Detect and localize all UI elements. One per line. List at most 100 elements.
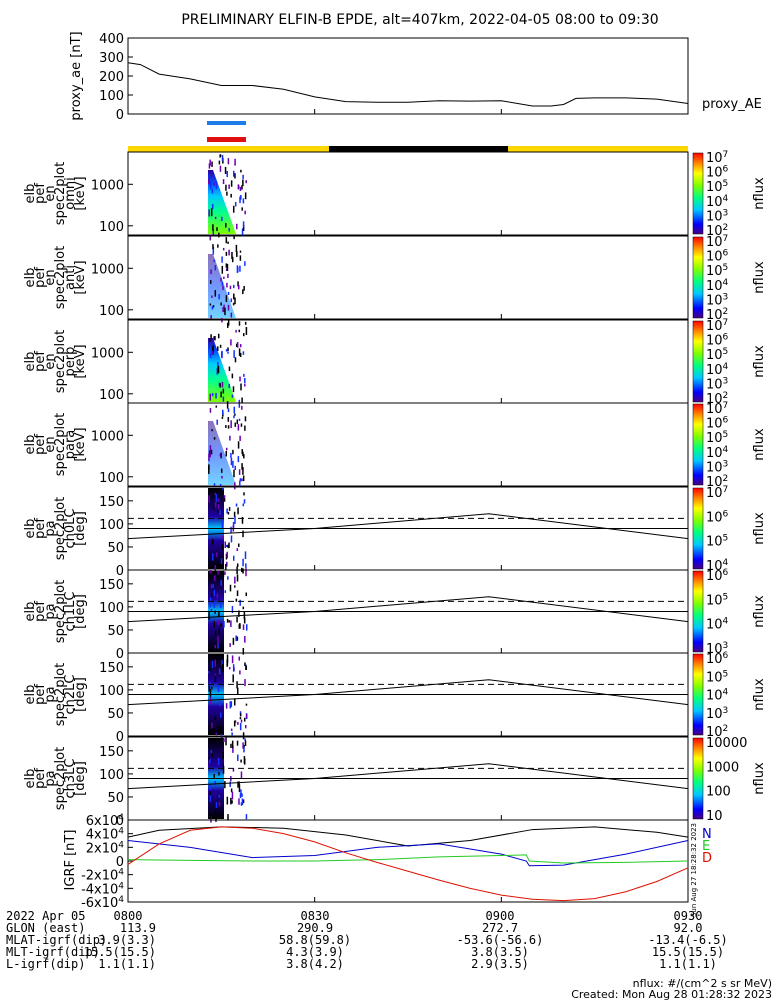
science-zone-bar-red <box>207 137 246 142</box>
y-axis-label-line: ch1LC <box>63 592 78 632</box>
flux-pixel <box>208 685 211 692</box>
flux-pixel <box>226 660 229 665</box>
flux-pixel <box>241 463 243 470</box>
y-tick-label: -6x104 <box>81 895 124 911</box>
flux-pixel <box>222 765 225 774</box>
flux-pixel <box>240 719 243 723</box>
flux-pixel <box>242 742 244 749</box>
colorbar <box>692 152 704 235</box>
y-axis-label: IGRF [nT] <box>63 830 78 891</box>
y-tick-label: 150 <box>99 745 124 760</box>
flux-pixel <box>210 315 212 319</box>
y-axis-label-line: spec2plot <box>53 413 68 476</box>
flux-pixel <box>217 619 220 626</box>
flux-pixel <box>245 713 248 719</box>
y-tick-label: 50 <box>107 541 124 556</box>
flux-pixel <box>227 291 230 295</box>
flux-pixel <box>231 256 234 263</box>
flux-pixel <box>231 791 234 800</box>
y-axis-label-line: pa <box>43 603 58 619</box>
flux-pixel <box>217 365 220 374</box>
flux-pixel <box>215 552 218 558</box>
flux-pixel <box>216 227 218 232</box>
flux-pixel <box>232 674 234 683</box>
y-axis-label-line: [keV] <box>73 344 88 378</box>
colorbar-tick-label: 106 <box>706 568 729 584</box>
flux-pixel <box>239 478 242 482</box>
y-tick-label: 100 <box>99 388 124 403</box>
row-value: 1.1(1.1) <box>659 957 717 971</box>
y-tick-label: 6x104 <box>86 813 125 829</box>
colorbar-label: nflux <box>752 512 767 545</box>
flux-pixel <box>239 352 242 358</box>
y-axis-label-line: para <box>63 430 78 460</box>
flux-pixel <box>234 173 236 179</box>
y-axis-label-line: pef <box>33 684 48 705</box>
flux-pixel <box>242 289 244 295</box>
flux-pixel <box>210 816 212 823</box>
flux-pixel <box>239 713 242 717</box>
flux-pixel <box>224 571 226 575</box>
flux-pixel <box>245 180 247 184</box>
spectrogram-panel-en_omni: 1001000elbpefenspec2plotomni[keV]1021031… <box>23 150 767 241</box>
flux-pixel <box>232 205 235 213</box>
y-tick-label: -4x104 <box>81 881 124 897</box>
flux-pixel <box>232 170 235 177</box>
loss-cone-line <box>127 679 689 706</box>
flux-pixel <box>236 223 238 230</box>
y-tick-label: 50 <box>107 707 124 722</box>
y-axis-label-line: en <box>43 436 58 452</box>
flux-pixel <box>226 282 228 288</box>
flux-pixel <box>214 810 217 816</box>
flux-pixel <box>230 535 233 543</box>
flux-pixel <box>223 304 225 312</box>
flux-pixel <box>217 504 220 510</box>
flux-pixel <box>234 158 236 166</box>
flux-pixel <box>210 583 213 589</box>
y-axis-label-line: [keV] <box>73 427 88 461</box>
flux-pixel <box>230 180 233 187</box>
flux-pixel <box>244 416 247 422</box>
flux-pixel <box>240 383 242 391</box>
flux-pixel <box>238 623 241 628</box>
y-tick-label: 1000 <box>91 429 124 444</box>
flux-pixel <box>213 575 216 582</box>
flux-pixel <box>217 361 219 370</box>
y-axis-label-line: elb <box>23 769 38 789</box>
y-tick-label: 0 <box>116 108 124 123</box>
flux-pixel <box>209 408 212 413</box>
flux-pixel <box>239 265 241 272</box>
flux-pixel <box>208 756 211 760</box>
flux-pixel <box>227 273 229 279</box>
flux-pixel <box>245 665 247 670</box>
flux-pixel <box>240 771 243 779</box>
flux-pixel <box>216 727 219 734</box>
flux-pixel <box>239 255 242 261</box>
flux-pixel <box>243 492 245 496</box>
flux-pixel <box>209 445 212 453</box>
flux-pixel <box>215 181 218 190</box>
flux-pixel <box>228 366 231 372</box>
flux-pixel <box>216 419 218 425</box>
flux-pixel <box>236 590 239 597</box>
flux-pixel <box>241 793 243 798</box>
sunlit-bar <box>128 146 329 152</box>
flux-pixel <box>232 386 235 393</box>
flux-pixel <box>213 483 216 486</box>
flux-pixel <box>208 453 210 462</box>
flux-pixel <box>209 353 212 358</box>
y-tick-label: 0 <box>116 814 124 829</box>
flux-pixel <box>234 576 236 584</box>
flux-pixel <box>240 169 242 173</box>
panel-frame <box>127 235 689 320</box>
flux-pixel <box>237 456 240 463</box>
flux-pixel <box>227 158 230 165</box>
flux-pixel <box>234 482 236 490</box>
flux-pixel <box>214 610 216 614</box>
flux-pixel <box>211 161 213 167</box>
flux-pixel <box>213 773 215 779</box>
flux-pixel <box>225 349 228 352</box>
colorbar-tick-label: 103 <box>706 208 728 224</box>
flux-pixel <box>218 382 221 387</box>
flux-pixel <box>215 494 218 502</box>
